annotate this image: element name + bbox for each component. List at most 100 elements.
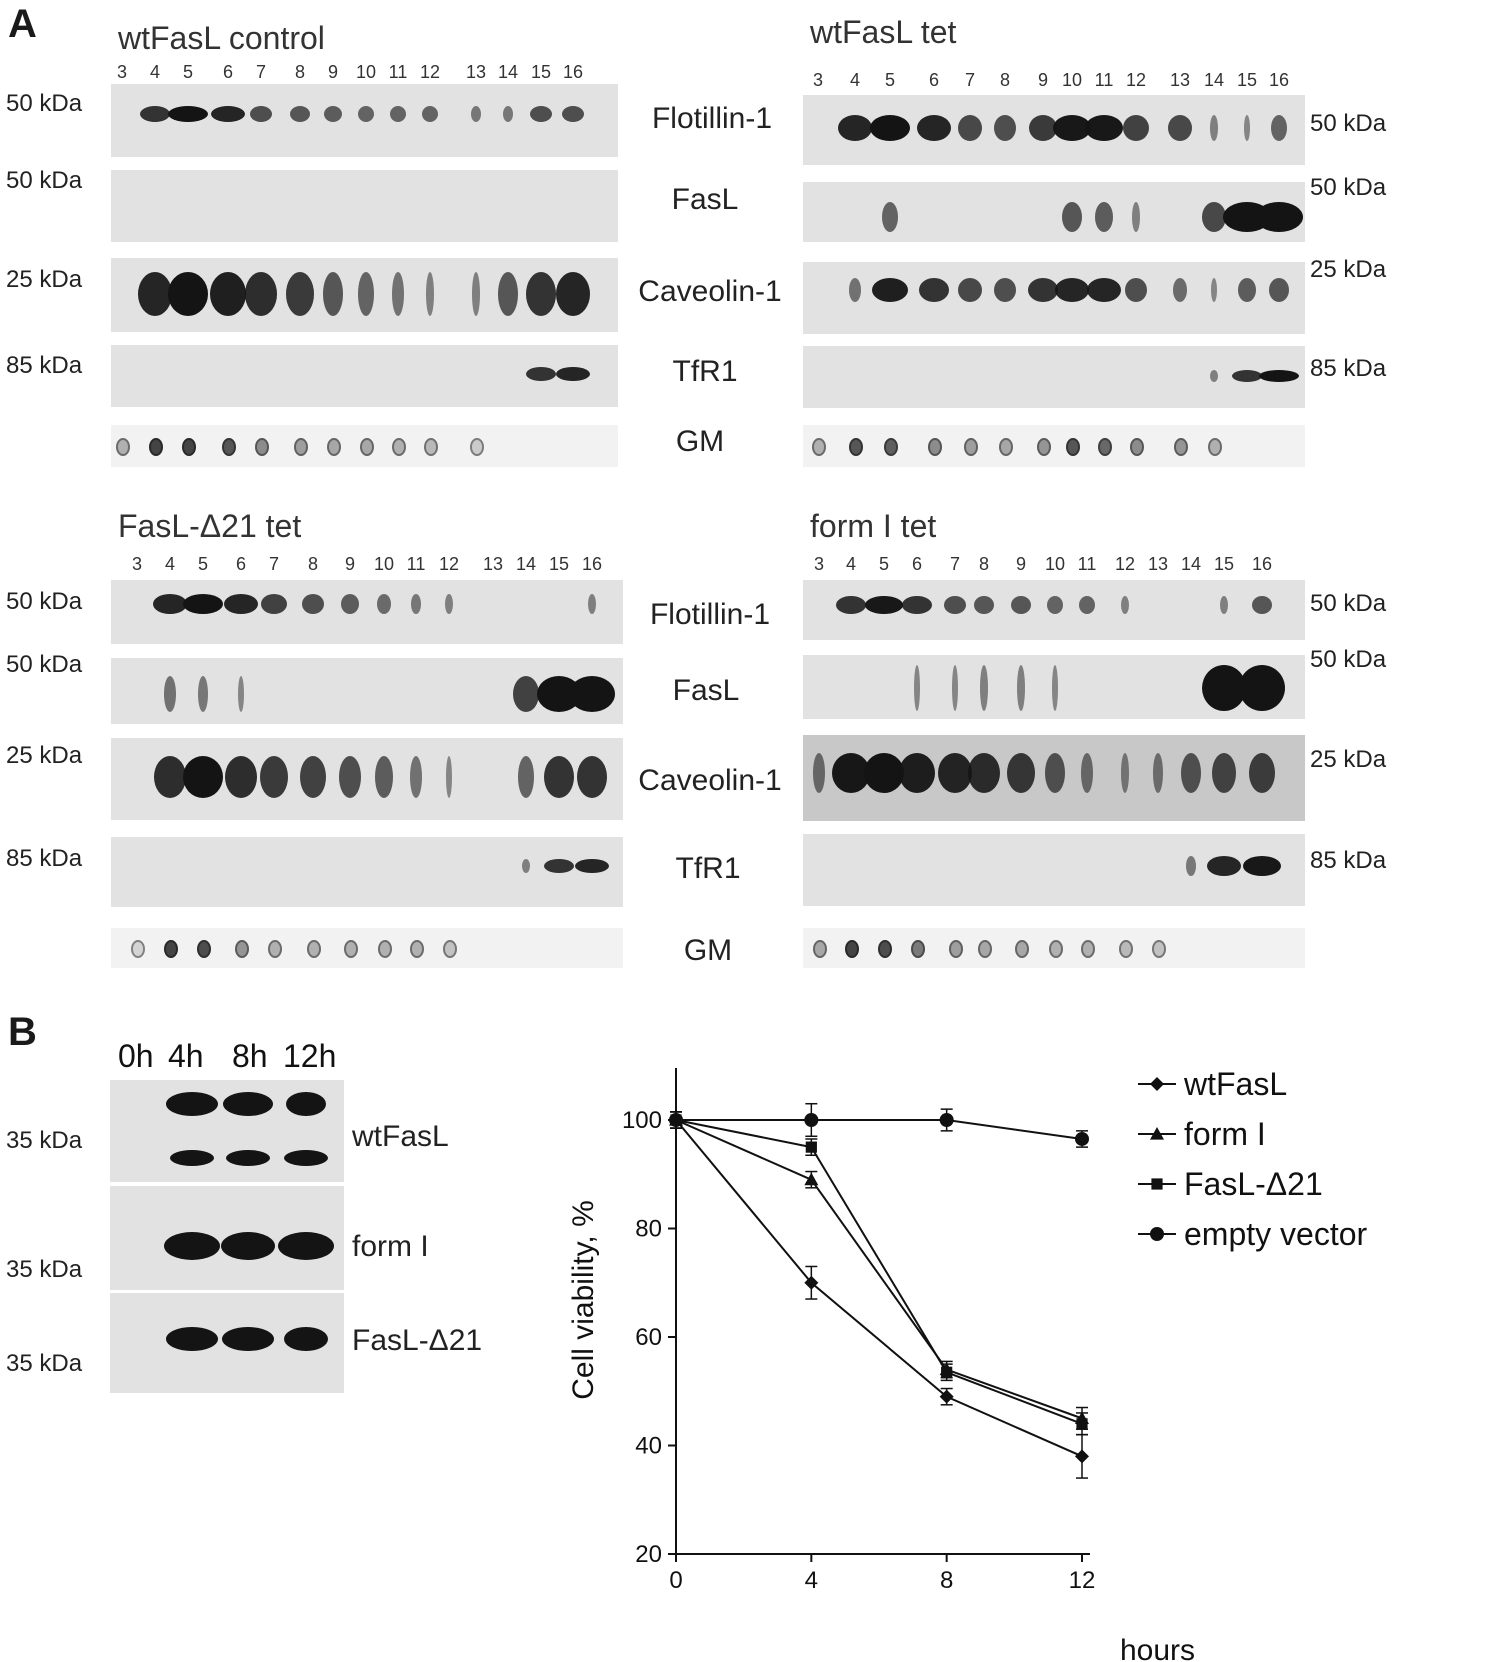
circle-marker [669,1113,683,1127]
blot-band [562,106,584,122]
lane-number: 5 [182,62,194,82]
blot-band [377,594,391,614]
dot-blot-spot [378,940,392,958]
lane-number: 5 [884,70,896,90]
circle-marker [939,1113,954,1127]
lane-number: 13 [1147,554,1169,574]
dot-blot-spot [1098,438,1112,456]
blot-band [1053,115,1091,141]
blot-band [872,278,908,302]
blot-band [836,596,866,614]
blot-band [588,594,596,614]
lane-number: 16 [581,554,603,574]
dot-blot-spot [878,940,892,958]
protein-label-tfr1: TfR1 [672,355,738,388]
dot-blot-spot [1015,940,1029,958]
lane-number: 8 [978,554,990,574]
blot-label-fasl-d21: FasL-Δ21 [352,1324,483,1357]
blot-strip [803,95,1305,165]
dot-blot-spot [131,940,145,958]
lane-number: 7 [949,554,961,574]
x-tick-label: 4 [805,1567,818,1594]
lane-number: 10 [373,554,395,574]
blot-band [168,272,208,316]
lane-number: 7 [255,62,267,82]
blot-band [286,272,314,316]
blot-band [952,665,958,711]
square-marker [1076,1418,1088,1430]
blot-strip [111,345,618,407]
blot-band [1211,278,1217,302]
blot-band [170,1150,214,1166]
lane-number: 9 [1037,70,1049,90]
dot-blot-spot [222,438,236,456]
blot-band [445,594,453,614]
lane-number: 4 [845,554,857,574]
blot-band [284,1150,328,1166]
blot-band [323,272,343,316]
lane-number: 4 [164,554,176,574]
dot-blot-spot [1066,438,1080,456]
blot-band [1011,596,1031,614]
blot-band [503,106,513,122]
blot-band [1207,856,1241,876]
dot-blot-spot [307,940,321,958]
blot-band [556,272,590,316]
y-tick-label: 100 [622,1107,662,1134]
blot-band [914,665,920,711]
blot-band [1121,596,1129,614]
blot-label-wtfasl: wtFasL [352,1120,449,1153]
marker-label: 25 kDa [6,266,83,293]
diamond-marker [804,1275,819,1290]
blot-band [1045,753,1065,793]
dot-blot-spot [845,940,859,958]
blot-band [339,756,361,798]
series-line [675,1119,1083,1420]
blot-band [1121,753,1129,793]
blot-band [166,1327,218,1351]
blot-band [1062,202,1082,232]
blot-band [575,859,609,873]
dot-blot-spot [182,438,196,456]
blot-band [411,594,421,614]
lane-number: 5 [878,554,890,574]
blot-band [164,676,176,712]
blot-strip [803,735,1305,821]
dot-blot-spot [470,438,484,456]
blot-band [544,859,574,873]
series-line [675,1119,1083,1458]
marker-label: 50 kDa [1310,110,1387,137]
blot-band [1239,665,1285,711]
blot-band [446,756,452,798]
lane-number: 6 [911,554,923,574]
blot-band [1202,202,1226,232]
blot-band [1087,278,1121,302]
blot-band [1186,856,1196,876]
blot-band [1055,278,1089,302]
dot-blot-spot [344,940,358,958]
blot-band [1081,753,1093,793]
lane-number: 15 [1236,70,1258,90]
lane-number: 14 [515,554,537,574]
lane-number: 10 [1044,554,1066,574]
marker-label: 50 kDa [1310,174,1387,201]
blot-band [471,106,481,122]
blot-band [498,272,518,316]
dot-blot-spot [813,940,827,958]
blot-band [838,115,872,141]
blot-band [153,594,187,614]
blot-band [526,272,556,316]
dot-blot-spot [1119,940,1133,958]
protein-label-tfr1: TfR1 [675,852,741,885]
diamond-marker [939,1389,954,1404]
blot-band [513,676,539,712]
diamond-marker [1075,1449,1089,1464]
lane-number: 13 [1169,70,1191,90]
dot-blot-spot [978,940,992,958]
dot-blot-spot [849,438,863,456]
blot-band [260,756,288,798]
lane-number: 4 [849,70,861,90]
blot-band [1123,115,1149,141]
dot-blot-spot [1208,438,1222,456]
blot-band [238,676,244,712]
